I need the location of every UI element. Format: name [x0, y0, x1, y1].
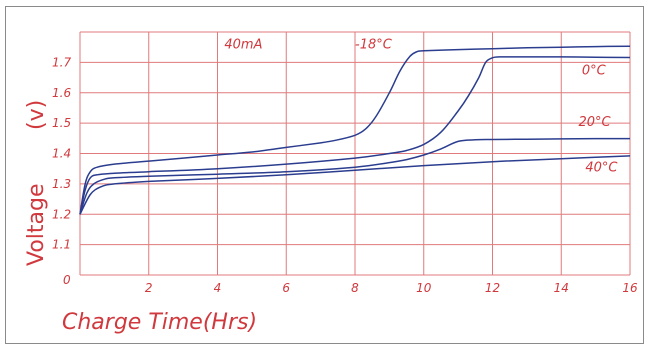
chart-annotation: 0°C [582, 64, 607, 79]
y-tick-label: 1.7 [52, 55, 71, 69]
y-tick-label: 1.5 [52, 116, 71, 130]
series-line [79, 56, 631, 215]
y-tick-label: 1.1 [52, 238, 71, 252]
y-tick-label: 1.6 [52, 86, 71, 100]
series-line [79, 155, 631, 215]
chart-annotation: -18°C [355, 38, 393, 53]
x-tick-label: 2 [145, 281, 153, 295]
x-tick-label: 16 [622, 281, 638, 295]
y-axis-title: Voltage [24, 183, 49, 266]
x-tick-label: 8 [351, 281, 359, 295]
series-line [79, 45, 631, 215]
x-tick-label: 12 [485, 281, 500, 295]
x-tick-label: 14 [554, 281, 569, 295]
y-tick-label: 1.3 [52, 177, 71, 191]
chart-annotation: 40mA [224, 38, 262, 53]
y-tick-label: 1.4 [52, 147, 71, 161]
x-origin-label: 0 [63, 273, 71, 287]
chart-annotation: 20°C [578, 115, 611, 130]
x-tick-labels: 2 4 6 8 10 12 14 16 [145, 281, 638, 295]
series-line [79, 137, 630, 215]
annotations: 40mA -18°C 0°C 20°C 40°C [224, 38, 618, 176]
y-tick-label: 1.2 [52, 207, 71, 221]
y-axis-unit: (v) [24, 100, 49, 130]
series-lines [79, 45, 631, 215]
grid [79, 31, 631, 276]
y-tick-labels: 1.1 1.2 1.3 1.4 1.5 1.6 1.7 [52, 55, 71, 251]
x-axis-title: Charge Time(Hrs) [62, 310, 257, 335]
x-tick-label: 6 [282, 281, 290, 295]
chart-annotation: 40°C [585, 161, 618, 176]
x-tick-label: 4 [214, 281, 222, 295]
x-tick-label: 10 [416, 281, 432, 295]
